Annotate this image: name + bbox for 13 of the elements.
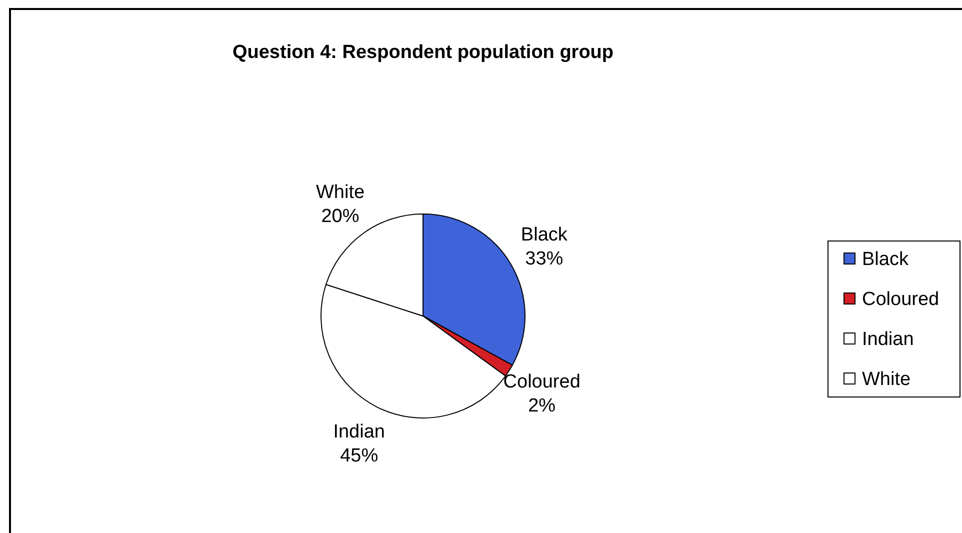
data-label: 20% — [321, 206, 360, 228]
slice-label: White — [316, 182, 365, 204]
legend-label: Coloured — [862, 289, 940, 310]
slice-label: Black — [520, 224, 568, 246]
legend-label: White — [862, 369, 911, 390]
data-label: 33% — [525, 248, 564, 270]
data-label: 45% — [340, 445, 378, 466]
data-label: 2% — [528, 395, 556, 416]
slice-label: Coloured — [503, 371, 580, 392]
legend-label: Indian — [862, 329, 914, 350]
chart-title: Question 4: Respondent population group — [232, 42, 614, 63]
legend-label: Black — [862, 249, 909, 270]
slice-label: Indian — [333, 421, 385, 442]
